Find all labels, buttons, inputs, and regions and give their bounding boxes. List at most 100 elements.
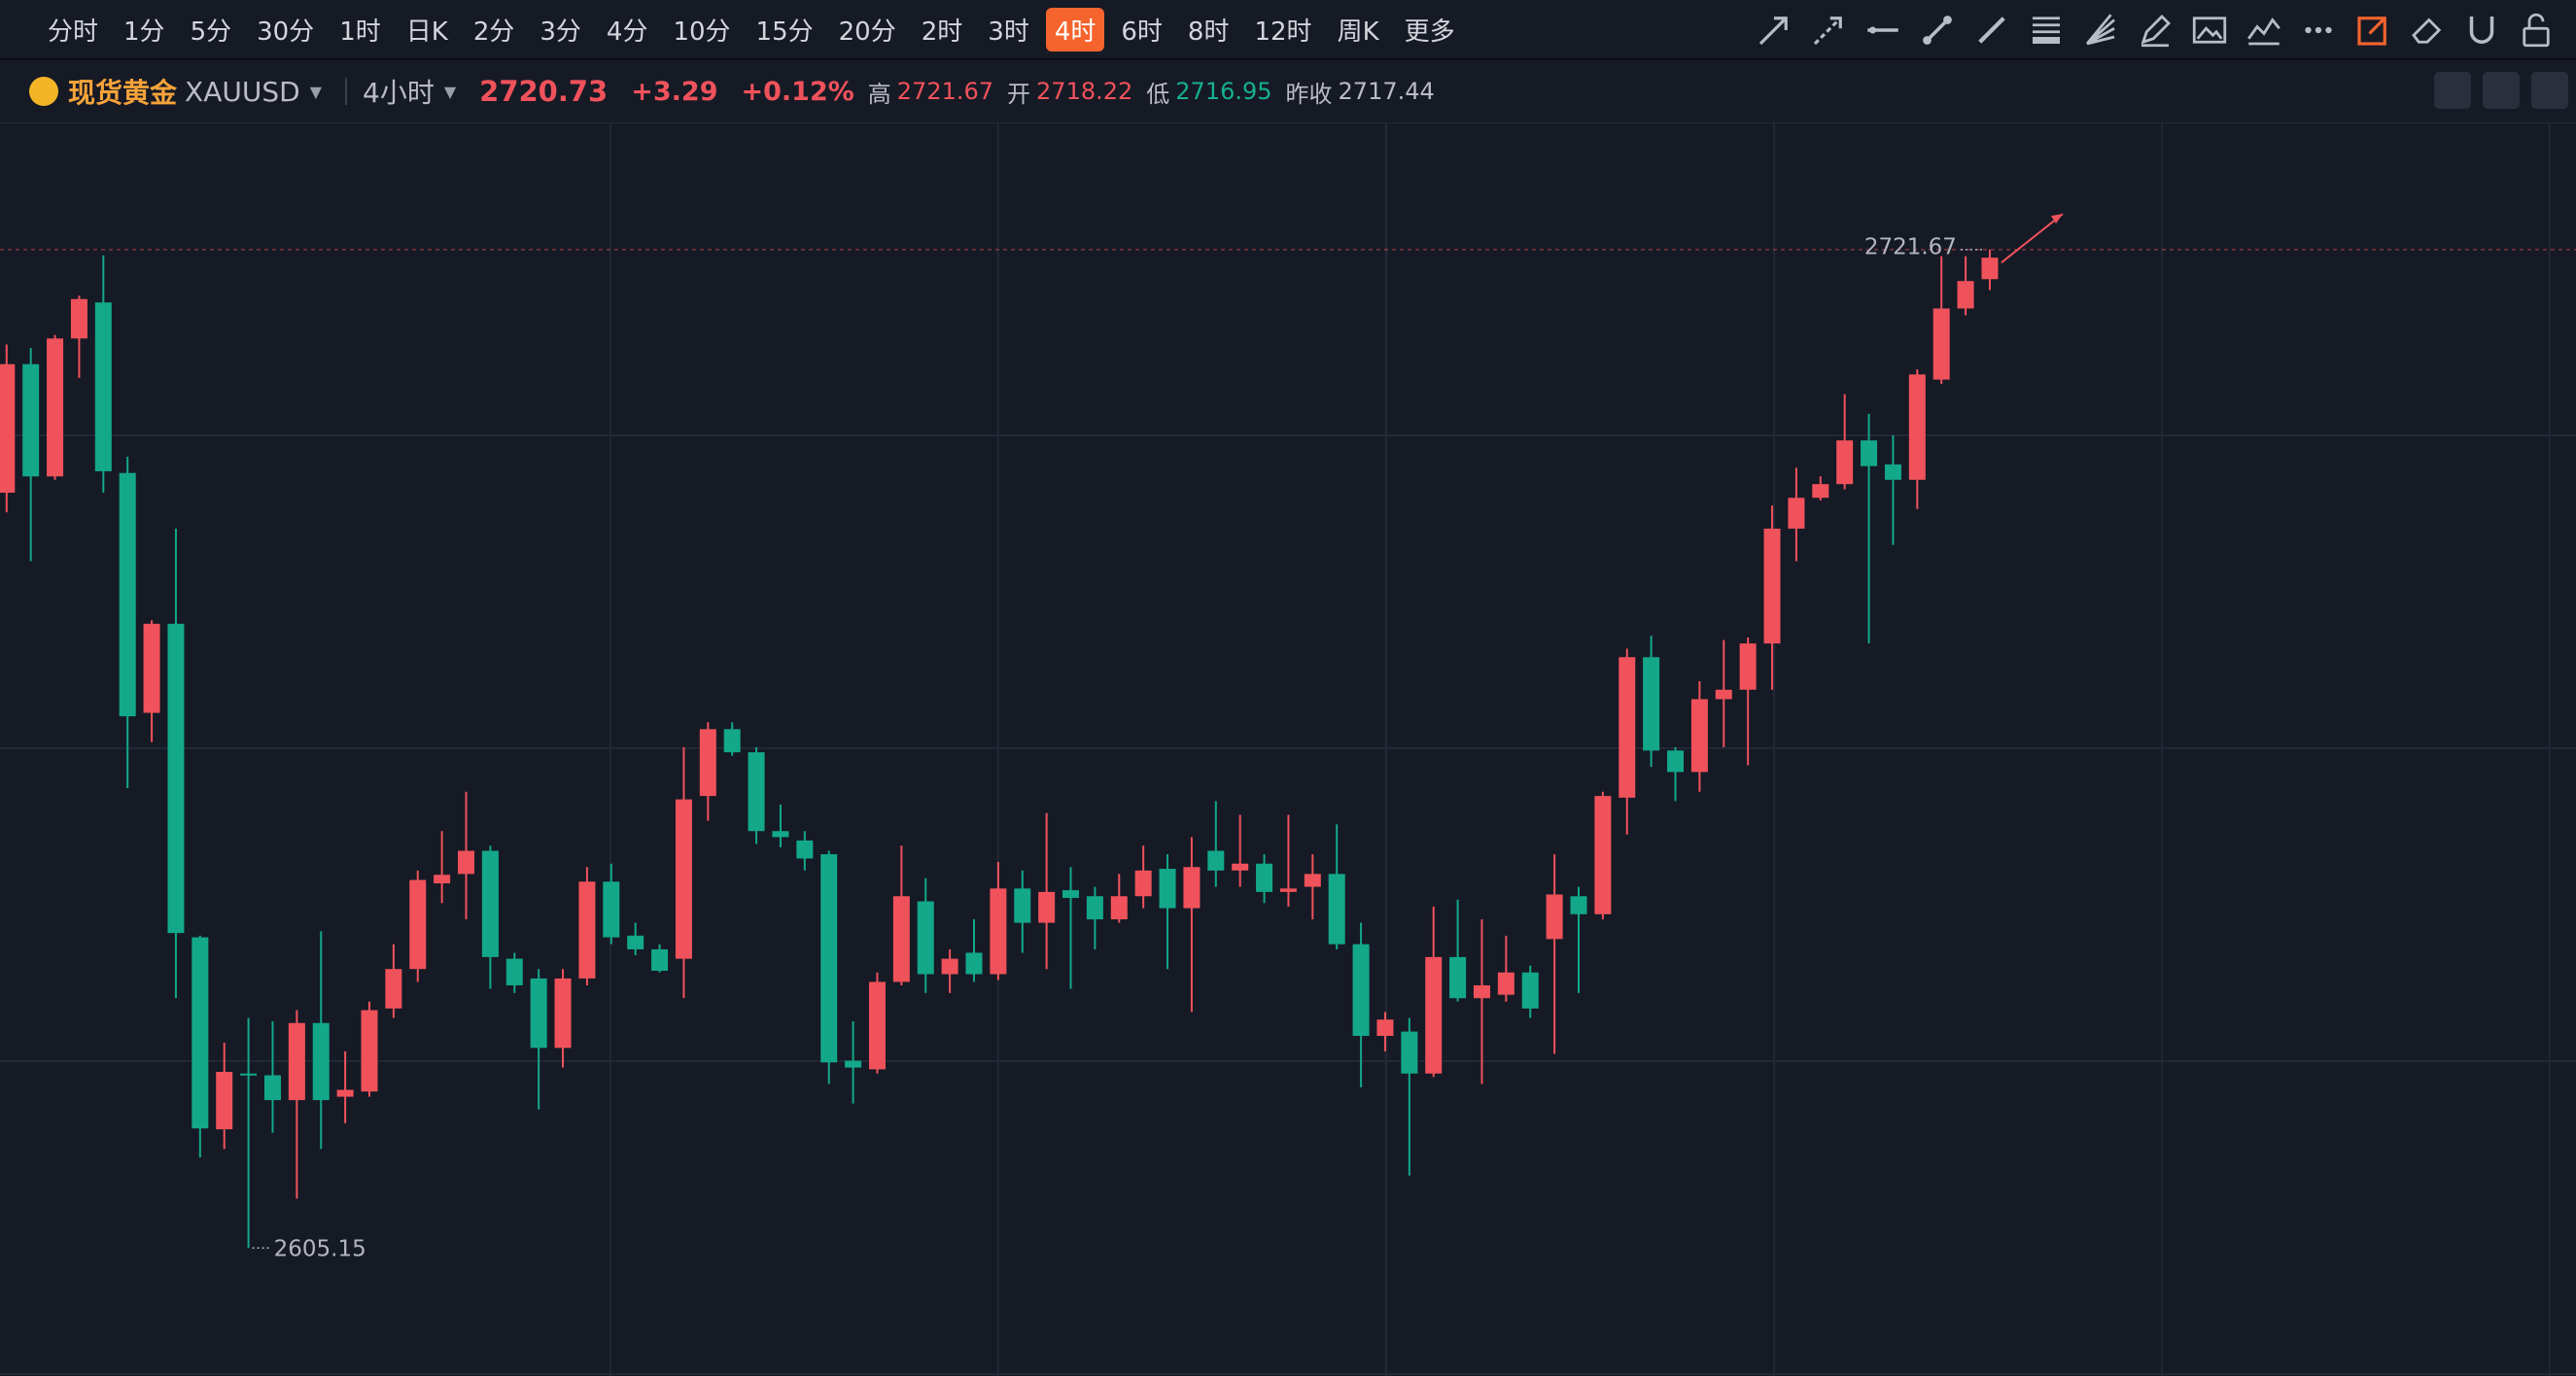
candle-body (1763, 529, 1781, 644)
candle-body (1788, 498, 1805, 530)
timeframe[interactable]: 15分 (755, 17, 814, 47)
tool-arrow[interactable] (1754, 10, 1794, 51)
candle-body (1739, 643, 1757, 690)
candle-body (263, 1075, 281, 1101)
timeframe[interactable]: 12时 (1254, 17, 1312, 47)
candle-body (868, 981, 886, 1070)
candle-body (530, 978, 547, 1049)
candle-body (941, 958, 958, 975)
drawing-tools (1754, 10, 2557, 51)
candle-body (385, 969, 402, 1009)
candle-body (312, 1022, 330, 1101)
timeframe[interactable]: 日K (405, 17, 448, 47)
timeframe[interactable]: 3时 (988, 17, 1029, 47)
candle-body (1521, 972, 1539, 1009)
tool-more[interactable] (2298, 10, 2339, 51)
timeframe[interactable]: 10分 (673, 17, 731, 47)
timeframe[interactable]: 30分 (257, 17, 315, 47)
separator (345, 78, 347, 105)
tool-hline[interactable] (1862, 10, 1903, 51)
candle-body (1812, 484, 1829, 499)
caret[interactable]: ▼ (443, 82, 457, 101)
icon-draw[interactable] (2483, 72, 2520, 109)
tool-line[interactable] (1971, 10, 2012, 51)
candle-body (1957, 281, 1974, 309)
interval[interactable]: 4小时 (363, 77, 435, 109)
candle-body (1038, 891, 1056, 923)
candle-body (1932, 308, 1950, 380)
timeframe[interactable]: 4分 (606, 17, 648, 47)
tool-fib[interactable] (2026, 10, 2067, 51)
high-label: 高 (867, 80, 891, 108)
candle-body (0, 363, 16, 493)
timeframe[interactable]: 20分 (838, 17, 896, 47)
max-label: 2721.67 (1864, 234, 1957, 259)
symbol-name[interactable]: 现货黄金 (68, 77, 178, 109)
candle-body (1376, 1019, 1394, 1036)
candle-body (1134, 870, 1152, 897)
candle-body (481, 850, 499, 957)
tool-magnet[interactable] (2461, 10, 2502, 51)
caret[interactable]: ▼ (309, 82, 322, 101)
candle-body (1086, 896, 1103, 920)
candle-body (167, 623, 185, 934)
price: 2720.73 (479, 75, 609, 108)
prev-value: 2717.44 (1338, 78, 1435, 105)
candle-body (1110, 896, 1128, 920)
timeframe[interactable]: 1分 (123, 17, 165, 47)
candle-body (1256, 863, 1273, 892)
candle-body (1884, 464, 1901, 480)
timeframe[interactable]: 8时 (1187, 17, 1230, 47)
candle-body (240, 1073, 258, 1076)
candle-body (1328, 874, 1345, 945)
timeframe[interactable]: 更多 (1404, 17, 1455, 47)
price-arrow (2001, 213, 2064, 263)
candle-body (1014, 888, 1031, 923)
candle-body (409, 879, 427, 970)
tool-lock[interactable] (2516, 10, 2557, 51)
candle-body (216, 1072, 233, 1130)
timeframe[interactable]: 3分 (540, 17, 581, 47)
candle-body (554, 978, 572, 1049)
tool-ray[interactable] (1808, 10, 1849, 51)
toolbar: 分时 1分 5分 30分 1时 日K 2分 3分 4分 10分 15分 20分 2时 3时 4时 6时 8时 12… (0, 0, 2576, 60)
candle-body (1861, 440, 1878, 466)
candle-body (1619, 657, 1636, 798)
tool-pen[interactable] (2135, 10, 2176, 51)
candle-body (603, 881, 620, 938)
candle-body (1279, 888, 1297, 892)
tool-segment[interactable] (1917, 10, 1958, 51)
icon-indicator[interactable] (2434, 72, 2471, 109)
icon-settings[interactable] (2531, 72, 2568, 109)
tool-eraser[interactable] (2407, 10, 2448, 51)
timeframe[interactable]: 6时 (1121, 17, 1163, 47)
prev-label: 昨收 (1285, 80, 1333, 108)
candle-body (699, 729, 716, 797)
timeframe[interactable]: 4时 (1045, 7, 1105, 52)
candle-body (1449, 956, 1467, 999)
timeframe[interactable]: 分时 (48, 17, 99, 47)
candle-body (772, 831, 789, 838)
tool-edit[interactable] (2352, 10, 2393, 51)
tool-fan[interactable] (2080, 10, 2121, 51)
candle-body (1908, 374, 1926, 480)
timeframe[interactable]: 5分 (190, 17, 232, 47)
candle-body (1497, 972, 1514, 995)
candle-body (1643, 657, 1660, 751)
candle-body (965, 952, 983, 975)
candle-body (191, 937, 209, 1129)
tool-wave[interactable] (2244, 10, 2284, 51)
candle-body (651, 948, 669, 971)
symbol-code[interactable]: XAUUSD (185, 75, 300, 108)
candle-body (1594, 796, 1612, 914)
tool-image[interactable] (2189, 10, 2230, 51)
candle-body (675, 799, 692, 959)
candle-body (796, 840, 814, 859)
header-icons (2434, 72, 2568, 109)
candle-body (94, 302, 112, 471)
timeframe[interactable]: 1时 (339, 17, 381, 47)
timeframe[interactable]: 周K (1337, 17, 1379, 47)
timeframe[interactable]: 2分 (472, 17, 515, 47)
timeframe[interactable]: 2时 (921, 17, 963, 47)
candle-body (1062, 890, 1080, 899)
